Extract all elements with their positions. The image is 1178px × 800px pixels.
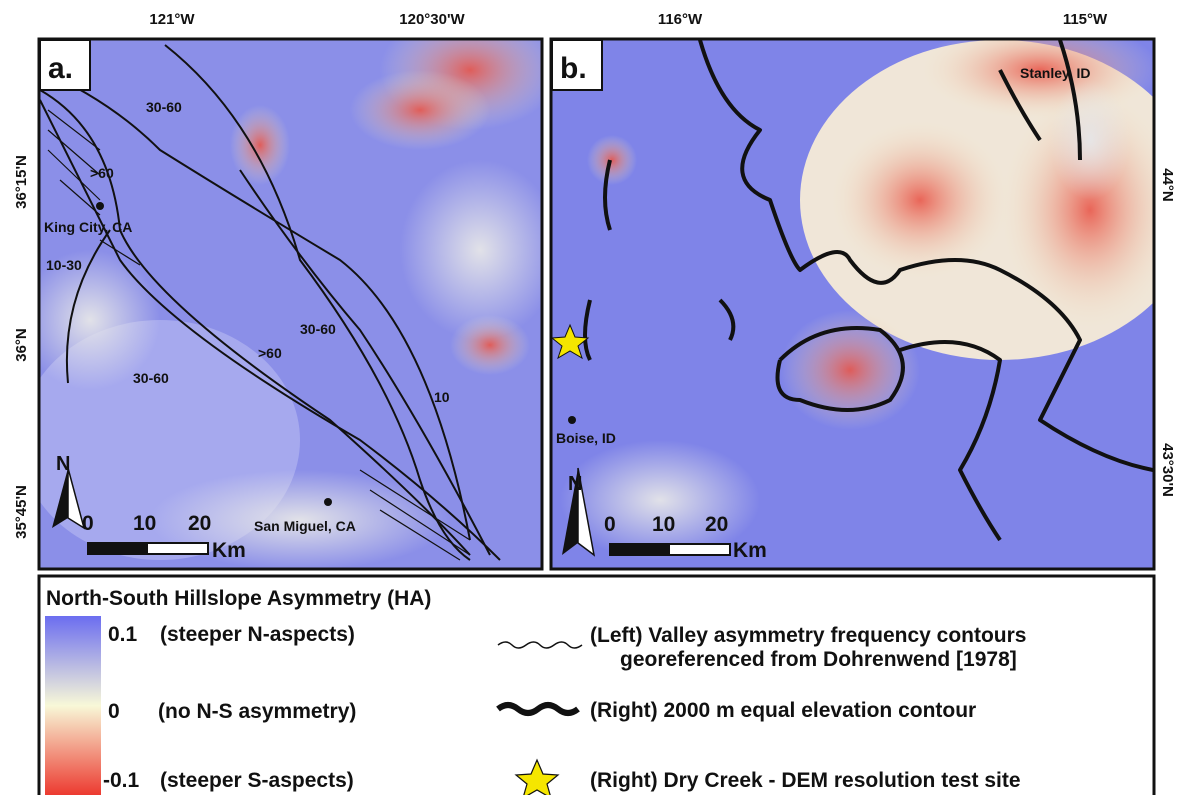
figure: a. 121°W 120°30'W 36°15'N 36°N 35°45'N K… [0,0,1178,795]
lat-label: 43°30'N [1159,443,1176,497]
scale-text: (steeper S-aspects) [160,769,354,792]
scale-tick: 0 [604,513,616,536]
lat-label: 36°N [13,328,30,362]
legend-text: (Right) Dry Creek - DEM resolution test … [590,769,1021,792]
lon-label: 121°W [149,11,195,28]
scale-unit: Km [212,539,246,562]
scale-text: (no N-S asymmetry) [158,700,356,723]
legend-text: (Right) 2000 m equal elevation contour [590,699,976,722]
lon-label: 116°W [658,11,703,28]
place-label: Stanley, ID [1020,65,1091,81]
contour-label: 30-60 [146,99,182,115]
scale-tick: 0 [82,512,94,535]
place-label: Boise, ID [556,430,616,446]
scale-value: -0.1 [103,769,140,792]
scale-tick: 20 [705,513,728,536]
map-b [552,20,1178,568]
scale-tick: 20 [188,512,211,535]
legend-title: North-South Hillslope Asymmetry (HA) [46,587,431,610]
legend-text: georeferenced from Dohrenwend [1978] [620,648,1017,671]
contour-label: 30-60 [300,321,336,337]
place-label: San Miguel, CA [254,518,356,534]
panel-label: b. [560,52,587,85]
place-label: King City, CA [44,219,132,235]
scale-value: 0.1 [108,623,138,646]
lon-label: 115°W [1063,11,1108,28]
map-a [20,10,560,570]
scale-value: 0 [108,700,120,723]
contour-label: >60 [90,165,114,181]
contour-label: >60 [258,345,282,361]
scale-unit: Km [733,539,767,562]
north-arrow-label: N [568,473,582,495]
north-arrow-label: N [56,453,70,475]
scale-text: (steeper N-aspects) [160,623,355,646]
lon-label: 120°30'W [399,11,465,28]
legend-text: (Left) Valley asymmetry frequency contou… [590,624,1026,647]
contour-label: 30-60 [133,370,169,386]
contour-label: 10 [434,389,450,405]
lat-label: 44°N [1159,168,1176,202]
panel-label: a. [48,52,73,85]
scale-tick: 10 [133,512,156,535]
lat-label: 36°15'N [13,155,30,209]
contour-label: 10-30 [46,257,82,273]
lat-label: 35°45'N [13,485,30,539]
color-scale [45,616,101,795]
scale-tick: 10 [652,513,675,536]
